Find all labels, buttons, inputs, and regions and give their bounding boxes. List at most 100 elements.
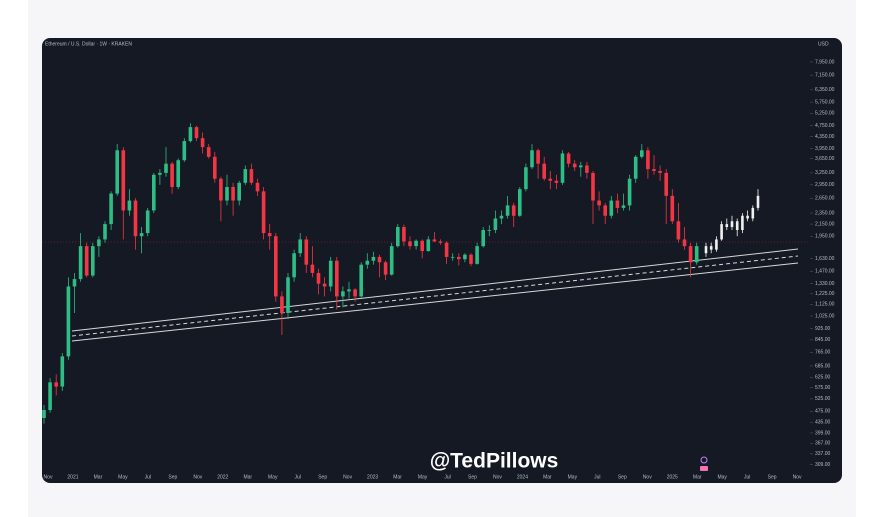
- candle-body: [255, 182, 260, 192]
- candle-body: [572, 163, 577, 168]
- candle-body: [715, 239, 718, 250]
- candle-body: [615, 200, 620, 208]
- y-tick-label: 625.00: [815, 375, 831, 381]
- candle-body: [463, 254, 467, 260]
- candle-body: [457, 256, 461, 260]
- currency-label: USD: [818, 41, 829, 47]
- candle-body: [72, 279, 77, 287]
- candle-body: [658, 170, 662, 173]
- candle-body: [554, 180, 559, 183]
- x-tick-label: Mar: [243, 474, 252, 480]
- candle-body: [609, 200, 614, 216]
- candle-body: [756, 195, 760, 208]
- x-tick-label: Jul: [744, 474, 750, 480]
- y-tick-label: 4,350.00: [815, 134, 835, 140]
- candle-body: [730, 221, 734, 228]
- x-tick-label: Mar: [94, 474, 103, 480]
- channel-mid: [71, 255, 799, 337]
- y-tick-label: 575.00: [815, 385, 831, 391]
- candle-body: [78, 246, 83, 280]
- candle-body: [42, 410, 46, 419]
- candle-body: [280, 296, 284, 313]
- candle-body: [109, 193, 113, 225]
- candle-body: [335, 260, 339, 297]
- x-tick-label: 2023: [367, 474, 378, 480]
- y-tick-label: 765.00: [815, 350, 831, 356]
- candle-body: [652, 169, 656, 171]
- x-tick-label: May: [118, 474, 128, 480]
- candle-body: [682, 239, 687, 247]
- y-tick-label: 367.00: [815, 441, 831, 447]
- x-tick-label: Jul: [594, 474, 600, 480]
- candle-body: [206, 147, 211, 157]
- candle-body: [347, 289, 351, 292]
- candle-body: [536, 150, 540, 164]
- candle-body: [438, 241, 443, 243]
- y-tick-label: 2,350.00: [815, 210, 835, 216]
- candle-body: [633, 156, 638, 179]
- x-tick-label: Mar: [543, 474, 552, 480]
- candle-body: [505, 205, 510, 216]
- candle-body: [219, 178, 223, 201]
- candle-body: [213, 156, 217, 179]
- y-tick-label: 2,150.00: [815, 221, 835, 227]
- x-tick-label: Jul: [444, 474, 450, 480]
- candle-body: [231, 186, 235, 201]
- y-tick-label: 309.00: [815, 462, 831, 468]
- candle-body: [396, 227, 400, 247]
- candle-body: [676, 221, 681, 240]
- candle-body: [688, 246, 693, 263]
- candle-body: [103, 224, 107, 240]
- candle-body: [182, 141, 187, 161]
- candle-body: [353, 289, 357, 297]
- x-tick-label: May: [717, 474, 727, 480]
- x-tick-label: 2022: [217, 474, 228, 480]
- x-tick-label: 2021: [67, 474, 78, 480]
- icon: [700, 456, 708, 464]
- candle-body: [115, 150, 119, 194]
- y-tick-label: 5,250.00: [815, 111, 835, 117]
- candle-body: [371, 256, 376, 261]
- candle-body: [225, 186, 229, 201]
- y-tick-label: 2,650.00: [815, 196, 835, 202]
- candle-body: [304, 239, 309, 265]
- candle-body: [188, 127, 193, 142]
- candle-body: [91, 246, 95, 276]
- candle-body: [328, 260, 333, 287]
- candle-body: [292, 253, 296, 278]
- x-tick-label: Nov: [793, 474, 802, 480]
- candle-body: [664, 172, 668, 196]
- y-tick-label: 337.00: [815, 451, 831, 457]
- candle-body: [751, 207, 755, 219]
- x-tick-label: Nov: [643, 474, 652, 480]
- candle-body: [709, 246, 713, 250]
- x-tick-label: May: [418, 474, 428, 480]
- y-tick-label: 1,950.00: [815, 234, 835, 240]
- candle-body: [432, 239, 437, 242]
- candle-body: [383, 262, 388, 275]
- y-tick-label: 1,025.00: [815, 313, 835, 319]
- y-tick-label: 6,350.00: [815, 87, 835, 93]
- candle-body: [735, 221, 739, 231]
- y-tick-label: 435.00: [815, 420, 831, 426]
- candle-body: [200, 138, 205, 148]
- x-tick-label: Mar: [393, 474, 402, 480]
- candle-body: [670, 195, 675, 222]
- candle-body: [579, 165, 583, 168]
- candle-body: [152, 174, 156, 211]
- candle-body: [261, 191, 266, 234]
- candle-body: [121, 150, 126, 211]
- y-tick-label: 5,750.00: [815, 99, 835, 105]
- candle-body: [511, 205, 516, 216]
- candle-body: [499, 215, 504, 219]
- candle-body: [444, 242, 449, 257]
- candle-body: [377, 256, 382, 263]
- candle-body: [365, 260, 370, 265]
- candle-body: [493, 218, 498, 231]
- chart-header: Ethereum / U.S. Dollar · 1W · KRAKEN: [45, 41, 132, 47]
- trend-channel: [71, 248, 799, 342]
- candle-body: [164, 163, 168, 173]
- channel-lower: [71, 262, 799, 342]
- candle-body: [322, 283, 327, 287]
